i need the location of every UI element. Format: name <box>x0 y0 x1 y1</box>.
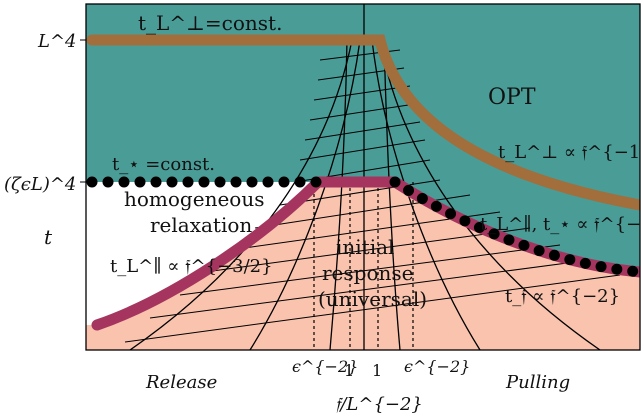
hatched-lines <box>124 49 621 343</box>
y-tick-mid-label: (ζϵL)^4 <box>4 174 76 195</box>
fan-curves <box>129 39 601 350</box>
universal-label: (universal) <box>318 287 427 311</box>
pulling-label: Pulling <box>505 372 570 393</box>
t-perp-const-label: t_L^⊥=const. <box>138 11 282 35</box>
response-label: response <box>322 261 413 285</box>
t-par-dotted-line <box>389 176 640 278</box>
relaxation-label: relaxation <box>150 213 252 237</box>
x-tick-eps-left: ϵ^{−2} <box>292 357 358 376</box>
y-axis-label: t <box>44 225 53 249</box>
dotted-verticals <box>313 182 414 350</box>
release-label: Release <box>145 372 217 393</box>
t-perp-scaling-label: t_L^⊥ ∝ 𝔣^{−1} <box>498 142 642 163</box>
y-tick-top-label: L^4 <box>37 31 77 52</box>
x-tick-one-right: 1 <box>372 361 382 380</box>
initial-label: initial <box>336 235 394 259</box>
homogeneous-label: homogeneous <box>124 187 264 211</box>
x-tick-one-left: 1 <box>344 361 354 380</box>
t-perp-line <box>86 34 640 211</box>
plot-frame <box>85 3 641 351</box>
t-par-scaling-left-label: t_L^∥ ∝ 𝔣^{−3/2} <box>110 256 273 277</box>
x-axis-label: 𝔣/L^{−2} <box>335 394 423 415</box>
boundary-curve <box>91 176 640 331</box>
t-star-const-label: t_⋆ =const. <box>112 154 215 175</box>
opt-region-lower-right <box>395 182 640 272</box>
x-tick-eps-right: ϵ^{−2} <box>404 357 470 376</box>
t-par-star-scaling-label: t_L^∥, t_⋆ ∝ 𝔣^{−1} <box>480 214 642 235</box>
opt-label: OPT <box>488 85 536 110</box>
t-f-scaling-label: t_𝔣 ∝ 𝔣^{−2} <box>505 286 620 307</box>
